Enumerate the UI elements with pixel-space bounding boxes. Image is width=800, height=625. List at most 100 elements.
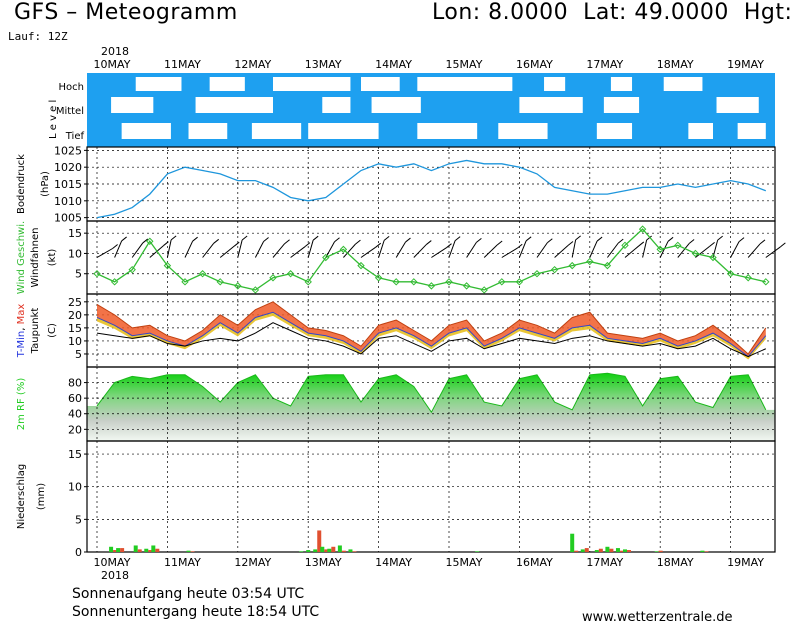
wind-speed-point [322,253,330,262]
wind-barb [166,239,172,258]
precip-bar-stratiform [331,546,336,552]
wind-barb [571,239,577,258]
wind-speed-point [762,278,770,286]
cloud-block [111,97,154,113]
location-readout: Lon: 8.0000 Lat: 49.0000 Hgt: 17 [432,0,800,25]
cloud-block [251,123,302,139]
y-tick-label: 10 [68,481,82,494]
precip-bar-stratiform [658,550,663,552]
temp-unit: (C) [47,323,58,338]
pressure-label-1: Bodendruck [16,154,27,214]
wind-speed-point [656,245,664,254]
cloud-level-label: Tief [65,131,85,142]
panel-frame [86,293,776,368]
cloud-block [603,97,640,113]
precip-bar-convective [109,546,114,552]
y-tick-label: 60 [68,392,82,405]
wind-speed-point [427,282,436,290]
cloud-block [737,123,766,139]
wind-speed-point [110,278,119,286]
y-tick-label: 1010 [54,195,82,208]
wind-barb [536,242,548,258]
wind-barb [307,240,314,258]
cloud-block [417,123,478,139]
wind-speed-point [744,274,752,282]
wind-barb [219,245,235,258]
wind-barb [730,241,740,258]
cloud-block [610,77,633,91]
wind-barb-flag [405,237,411,243]
level-axis-label: L e v e l [48,100,59,139]
wind-barb-flag [496,240,503,246]
cloud-level-label: Hoch [59,82,84,93]
y-tick-label: 40 [68,408,82,421]
wind-speed-point [392,278,400,286]
wind-barb-flag [709,242,715,247]
wind-barb [765,246,781,258]
wind-barb [114,240,123,258]
wind-barb [325,241,335,258]
wind-barb [589,240,598,258]
date-label-bottom: 10MAY [94,556,131,569]
wind-speed-point [550,265,559,274]
wind-speed-point [339,245,348,254]
wind-barb-flag [383,235,390,241]
precip-unit: (mm) [36,483,47,510]
wind-speed-point [691,249,700,258]
wind-barb-flag [667,236,674,242]
precip-bar-stratiform [352,551,357,552]
wind-speed-point [726,270,735,278]
rh-line [96,372,767,414]
wind-barb-flag [304,242,311,248]
date-label-top: 14MAY [375,58,412,71]
cloud-block [188,123,228,139]
precip-bar-convective [306,550,311,552]
temp-minmax-label: T-Min, Max [16,304,27,359]
wind-speed-label: Wind Geschwi. [16,221,27,294]
cloud-block [195,97,273,113]
precip-bar-stratiform [155,548,160,552]
wind-barb-flag [142,238,149,244]
precip-bar-convective [299,551,304,552]
wind-speed-point [93,270,101,278]
date-label-top: 12MAY [234,58,271,71]
cloud-block [135,77,182,91]
wind-speed-point [304,278,312,286]
date-label-top: 16MAY [516,58,553,71]
precip-bar-stratiform [148,550,153,552]
y-tick-label: 1005 [54,212,82,225]
wind-barb-flag [646,235,652,241]
precip-bar-convective [475,551,480,552]
wind-barb-flag [780,242,786,248]
date-label-top: 19MAY [727,58,764,71]
y-tick-label: 0 [75,546,82,559]
wind-speed-point [374,274,383,282]
wind-barb-flag [375,242,382,248]
y-tick-label: 15 [68,227,82,240]
wind-unit: (kt) [47,249,58,267]
wind-barb-flag [688,239,695,244]
precip-bar-stratiform [341,550,346,552]
wind-barb-flag [617,238,624,244]
wind-barb [184,240,194,258]
precip-bar-stratiform [324,549,329,552]
y-tick-label: 20 [68,309,82,322]
precip-bar-convective [623,549,627,552]
cloud-axis-label: Wolken (%) [32,84,43,141]
precip-bar-convective [186,550,191,552]
credit-link[interactable]: www.wetterzentrale.de [582,610,733,625]
dewpoint-label: Taupunkt [30,308,41,355]
precip-bar-convective [580,549,585,552]
wind-barb-flag [575,235,581,241]
cloud-block [498,123,548,139]
wind-speed-point [445,278,453,286]
wind-barb [483,244,498,258]
wind-barb-flag [121,236,127,242]
wind-speed-point [410,278,418,286]
year-label-bottom: 2018 [101,569,129,582]
wind-barb [695,246,710,258]
precip-bar-convective [320,546,325,552]
pressure-line [96,159,767,219]
precip-bar-convective [144,548,149,552]
precip-bar-stratiform [113,550,118,552]
